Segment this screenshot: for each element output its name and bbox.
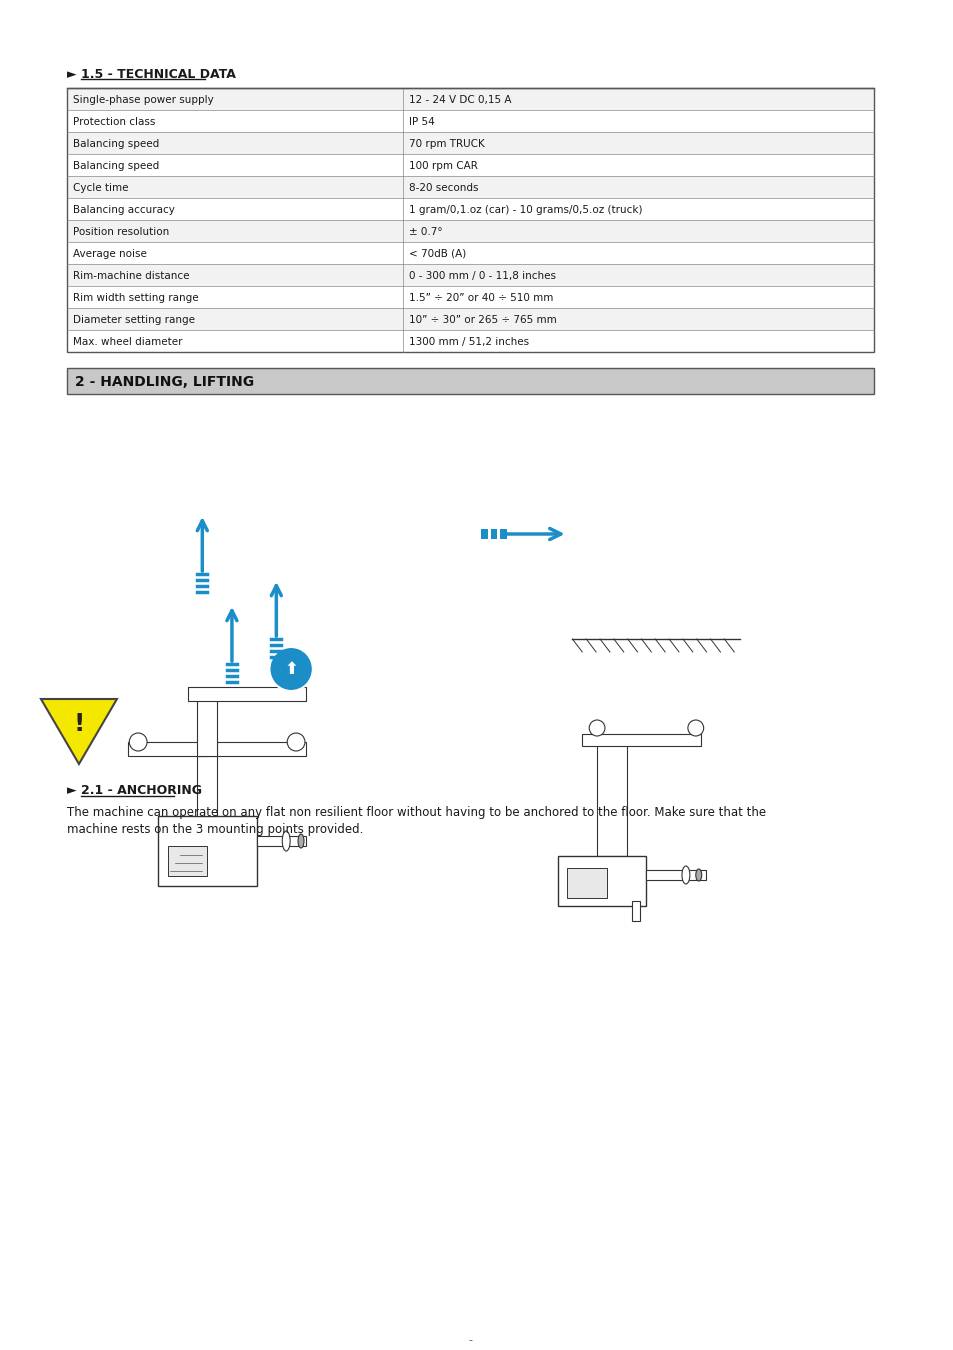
Ellipse shape: [282, 832, 290, 850]
Text: 1.5 - TECHNICAL DATA: 1.5 - TECHNICAL DATA: [81, 68, 235, 81]
FancyBboxPatch shape: [67, 132, 874, 154]
Text: 12 - 24 V DC 0,15 A: 12 - 24 V DC 0,15 A: [408, 95, 511, 105]
Text: < 70dB (A): < 70dB (A): [408, 248, 465, 259]
Polygon shape: [168, 846, 207, 876]
Text: Average noise: Average noise: [73, 248, 147, 259]
Bar: [499, 529, 507, 539]
Text: Diameter setting range: Diameter setting range: [73, 315, 194, 325]
Text: Balancing speed: Balancing speed: [73, 161, 159, 171]
Bar: [581, 734, 700, 747]
Text: -: -: [468, 1335, 473, 1345]
Text: ►: ►: [67, 784, 81, 796]
Text: 1300 mm / 51,2 inches: 1300 mm / 51,2 inches: [408, 338, 528, 347]
Text: The machine can operate on any flat non resilient floor without having to be anc: The machine can operate on any flat non …: [67, 806, 765, 819]
FancyBboxPatch shape: [67, 286, 874, 308]
Text: Balancing speed: Balancing speed: [73, 139, 159, 148]
Text: Max. wheel diameter: Max. wheel diameter: [73, 338, 182, 347]
Text: Rim width setting range: Rim width setting range: [73, 293, 198, 302]
Ellipse shape: [589, 720, 604, 736]
Text: 2 - HANDLING, LIFTING: 2 - HANDLING, LIFTING: [75, 375, 253, 389]
FancyBboxPatch shape: [67, 265, 874, 286]
Text: ►: ►: [67, 68, 81, 81]
FancyBboxPatch shape: [67, 369, 874, 394]
Circle shape: [269, 647, 313, 691]
FancyBboxPatch shape: [67, 308, 874, 329]
Text: Cycle time: Cycle time: [73, 184, 129, 193]
Ellipse shape: [130, 733, 147, 751]
FancyBboxPatch shape: [67, 88, 874, 109]
Bar: [128, 743, 207, 756]
Text: ⬆: ⬆: [284, 660, 297, 678]
Polygon shape: [557, 856, 646, 906]
FancyBboxPatch shape: [67, 154, 874, 176]
FancyBboxPatch shape: [67, 109, 874, 132]
FancyBboxPatch shape: [67, 220, 874, 242]
Ellipse shape: [695, 869, 701, 882]
Polygon shape: [41, 699, 117, 764]
FancyBboxPatch shape: [67, 329, 874, 352]
Polygon shape: [158, 815, 256, 886]
Text: 1 gram/0,1.oz (car) - 10 grams/0,5.oz (truck): 1 gram/0,1.oz (car) - 10 grams/0,5.oz (t…: [408, 205, 641, 215]
Text: 1.5” ÷ 20” or 40 ÷ 510 mm: 1.5” ÷ 20” or 40 ÷ 510 mm: [408, 293, 553, 302]
Text: 8-20 seconds: 8-20 seconds: [408, 184, 477, 193]
Text: !: !: [73, 711, 85, 736]
Text: 70 rpm TRUCK: 70 rpm TRUCK: [408, 139, 484, 148]
Bar: [188, 687, 306, 701]
Text: 0 - 300 mm / 0 - 11,8 inches: 0 - 300 mm / 0 - 11,8 inches: [408, 271, 555, 281]
FancyBboxPatch shape: [67, 198, 874, 220]
Ellipse shape: [287, 733, 305, 751]
Ellipse shape: [681, 865, 689, 884]
Bar: [490, 529, 497, 539]
Bar: [631, 900, 639, 921]
Polygon shape: [567, 868, 606, 898]
FancyBboxPatch shape: [67, 242, 874, 265]
Bar: [256, 836, 306, 846]
Text: 10” ÷ 30” or 265 ÷ 765 mm: 10” ÷ 30” or 265 ÷ 765 mm: [408, 315, 556, 325]
Bar: [67, 88, 874, 352]
Text: Balancing accuracy: Balancing accuracy: [73, 205, 174, 215]
Bar: [646, 869, 705, 880]
Text: machine rests on the 3 mounting points provided.: machine rests on the 3 mounting points p…: [67, 824, 363, 836]
Bar: [217, 743, 306, 756]
FancyBboxPatch shape: [67, 176, 874, 198]
Bar: [197, 697, 217, 756]
Text: 2.1 - ANCHORING: 2.1 - ANCHORING: [81, 784, 202, 796]
Text: Rim-machine distance: Rim-machine distance: [73, 271, 190, 281]
Ellipse shape: [687, 720, 703, 736]
Bar: [197, 756, 217, 815]
Text: Position resolution: Position resolution: [73, 227, 169, 238]
Text: 100 rpm CAR: 100 rpm CAR: [408, 161, 476, 171]
Text: Single-phase power supply: Single-phase power supply: [73, 95, 213, 105]
Bar: [480, 529, 487, 539]
Text: Protection class: Protection class: [73, 117, 155, 127]
Ellipse shape: [297, 834, 304, 848]
Text: ± 0.7°: ± 0.7°: [408, 227, 442, 238]
Text: IP 54: IP 54: [408, 117, 434, 127]
Bar: [597, 736, 626, 856]
